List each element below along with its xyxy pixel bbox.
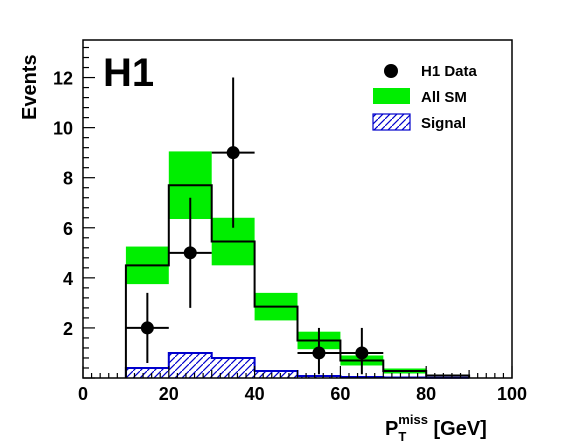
x-axis-ticks: 0 20 40 60 80 100 bbox=[78, 366, 527, 404]
y-tick-label: 8 bbox=[63, 169, 73, 189]
y-axis-title: Events bbox=[19, 54, 41, 120]
signal-bin bbox=[168, 352, 212, 378]
signal-bin bbox=[125, 367, 169, 378]
y-axis-ticks: 2 4 6 8 10 12 bbox=[53, 46, 95, 379]
legend-data-marker bbox=[384, 64, 398, 78]
legend: H1 Data All SM Signal bbox=[372, 63, 478, 132]
y-tick-label: 10 bbox=[53, 119, 73, 139]
signal-bin bbox=[254, 370, 298, 378]
y-tick-label: 12 bbox=[53, 69, 73, 89]
y-tick-label: 2 bbox=[63, 319, 73, 339]
data-point bbox=[340, 327, 384, 375]
data-marker bbox=[312, 346, 326, 360]
x-axis-title: PTmiss [GeV] bbox=[385, 412, 487, 444]
x-tick-label: 0 bbox=[78, 384, 88, 404]
data-marker bbox=[140, 321, 154, 335]
h1-logo: H1 bbox=[103, 51, 154, 95]
x-tick-label: 20 bbox=[159, 384, 179, 404]
legend-label-sm: All SM bbox=[421, 89, 467, 106]
legend-label-data: H1 Data bbox=[421, 63, 478, 80]
data-point bbox=[168, 197, 212, 308]
x-tick-label: 100 bbox=[497, 384, 527, 404]
data-point bbox=[297, 327, 341, 375]
signal-bin bbox=[211, 357, 255, 378]
x-tick-label: 40 bbox=[245, 384, 265, 404]
data-points bbox=[125, 77, 384, 375]
legend-signal-swatch bbox=[372, 113, 411, 131]
legend-sm-swatch bbox=[373, 88, 410, 104]
data-marker bbox=[355, 346, 369, 360]
data-point bbox=[211, 77, 255, 228]
x-tick-label: 60 bbox=[330, 384, 350, 404]
data-marker bbox=[226, 146, 240, 160]
data-point bbox=[125, 292, 169, 363]
data-marker bbox=[183, 246, 197, 260]
y-tick-label: 6 bbox=[63, 219, 73, 239]
x-tick-label: 80 bbox=[416, 384, 436, 404]
y-tick-label: 4 bbox=[63, 269, 73, 289]
legend-label-signal: Signal bbox=[421, 115, 466, 132]
signal-bin bbox=[297, 375, 341, 378]
